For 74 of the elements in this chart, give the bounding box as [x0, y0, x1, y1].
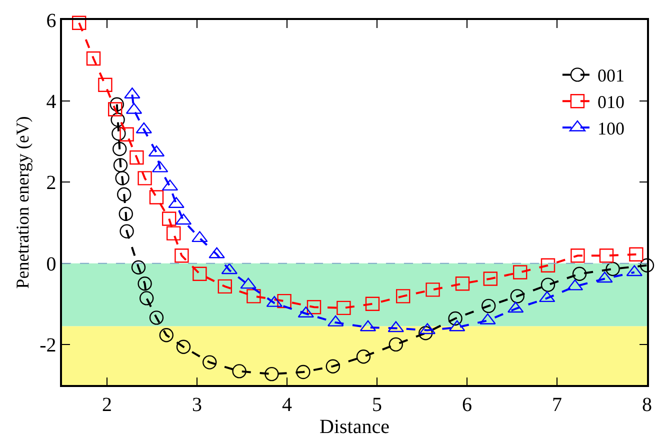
point	[120, 127, 134, 142]
point	[232, 364, 246, 378]
point	[192, 266, 207, 281]
y-tick-label: 2	[46, 172, 56, 194]
point	[112, 126, 126, 141]
point	[86, 51, 101, 66]
point	[336, 300, 351, 316]
point	[130, 150, 144, 165]
point	[606, 262, 620, 276]
point	[356, 350, 371, 364]
point	[482, 298, 496, 314]
point	[110, 97, 124, 112]
point	[264, 366, 279, 382]
point	[138, 171, 152, 186]
point	[113, 158, 128, 172]
x-tick-label: 6	[462, 394, 472, 416]
point	[118, 206, 133, 221]
point	[365, 296, 380, 311]
legend-label: 001	[597, 66, 624, 86]
point	[176, 340, 191, 354]
point	[120, 224, 134, 238]
point	[174, 248, 189, 263]
point	[149, 310, 164, 325]
point	[640, 258, 654, 272]
point	[72, 16, 86, 30]
point	[166, 226, 181, 240]
y-tick-label: 0	[46, 253, 56, 276]
point	[115, 171, 130, 186]
point	[572, 266, 587, 281]
point	[98, 78, 112, 92]
point	[510, 289, 524, 304]
point	[110, 112, 125, 127]
point	[140, 291, 154, 306]
x-tick-label: 7	[552, 394, 562, 416]
point	[540, 258, 556, 272]
point	[513, 265, 528, 280]
point	[117, 187, 132, 202]
x-tick-label: 5	[372, 394, 382, 416]
point	[159, 328, 174, 342]
point	[418, 326, 433, 340]
y-tick-label: 6	[46, 10, 56, 32]
point	[570, 248, 585, 263]
x-tick-label: 8	[642, 394, 652, 416]
point	[162, 212, 176, 226]
point	[448, 311, 462, 326]
legend-label: 100	[597, 118, 624, 139]
point	[326, 359, 340, 374]
point	[483, 272, 498, 286]
point	[277, 294, 292, 308]
point	[131, 260, 146, 274]
point	[246, 289, 261, 304]
point	[149, 190, 164, 204]
y-tick-label: -2	[40, 334, 56, 356]
x-axis-title: Distance	[320, 416, 390, 438]
y-tick-label: 4	[46, 91, 56, 114]
point	[112, 142, 127, 156]
point	[296, 364, 310, 380]
y-axis-title: Penetration energy (eV)	[12, 116, 32, 289]
point	[396, 289, 410, 304]
point	[202, 355, 217, 370]
x-tick-label: 3	[192, 394, 202, 416]
legend-label: 010	[597, 92, 624, 112]
point	[218, 279, 232, 294]
point	[455, 276, 470, 291]
point	[426, 282, 440, 297]
point	[306, 300, 322, 314]
point	[540, 278, 556, 292]
x-tick-label: 2	[102, 394, 112, 416]
x-tick-label: 4	[282, 394, 292, 416]
point	[599, 248, 614, 263]
point	[138, 276, 152, 291]
point	[629, 247, 644, 262]
point	[108, 102, 122, 116]
point	[388, 337, 403, 352]
